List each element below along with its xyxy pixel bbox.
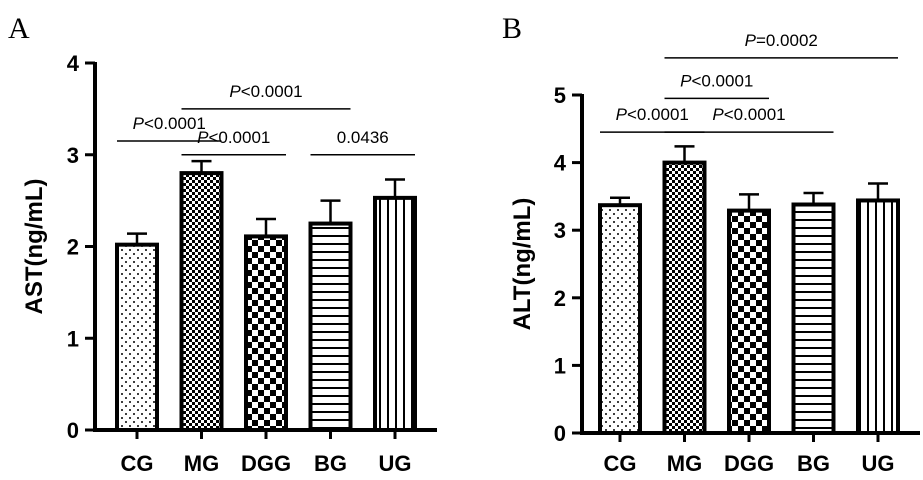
category-label: DGG bbox=[241, 451, 291, 476]
panel-b-letter: B bbox=[502, 12, 522, 45]
significance-label: P<0.0001 bbox=[197, 128, 270, 147]
category-label: BG bbox=[314, 451, 347, 476]
y-tick-label: 3 bbox=[67, 143, 79, 168]
y-tick-label: 3 bbox=[554, 218, 566, 243]
category-label: UG bbox=[862, 451, 895, 476]
y-tick-label: 2 bbox=[67, 235, 79, 260]
category-label: DGG bbox=[724, 451, 774, 476]
panel-a-letter: A bbox=[8, 12, 30, 45]
y-tick-label: 0 bbox=[554, 421, 566, 446]
bar-bg bbox=[791, 202, 836, 435]
significance-label: P<0.0001 bbox=[133, 114, 206, 133]
significance-label: P<0.0001 bbox=[229, 82, 302, 101]
y-tick-label: 5 bbox=[554, 83, 566, 108]
significance-label: P<0.0001 bbox=[616, 105, 689, 124]
category-label: MG bbox=[667, 451, 702, 476]
category-label: BG bbox=[797, 451, 830, 476]
category-label: CG bbox=[121, 451, 154, 476]
panel-b: 0 1 2 3 4 5 ALT(ng/mL) CG MG DGG BG UG P<0.0001 P<0.0… bbox=[509, 31, 920, 476]
bar-mg bbox=[662, 160, 707, 435]
y-tick-label: 0 bbox=[67, 418, 79, 443]
bar-bg bbox=[308, 221, 353, 432]
category-label: MG bbox=[184, 451, 219, 476]
bar-cg bbox=[598, 203, 642, 435]
y-axis-title: AST(ng/mL) bbox=[21, 179, 48, 315]
bar-dgg bbox=[244, 234, 288, 432]
bar-dgg bbox=[727, 208, 771, 435]
y-tick-label: 4 bbox=[67, 51, 80, 76]
significance-label: P<0.0001 bbox=[712, 105, 785, 124]
significance-label: P=0.0002 bbox=[745, 31, 818, 50]
significance-label: 0.0436 bbox=[337, 128, 389, 147]
significance-label: P<0.0001 bbox=[680, 71, 753, 90]
bar-mg bbox=[179, 171, 224, 432]
y-tick-label: 4 bbox=[554, 151, 567, 176]
bar-cg bbox=[115, 242, 159, 432]
y-axis-title: ALT(ng/mL) bbox=[509, 198, 536, 331]
y-tick-label: 2 bbox=[554, 286, 566, 311]
category-label: CG bbox=[604, 451, 637, 476]
y-tick-label: 1 bbox=[554, 353, 566, 378]
category-label: UG bbox=[379, 451, 412, 476]
bar-ug bbox=[373, 195, 417, 432]
y-tick-label: 1 bbox=[67, 326, 79, 351]
bar-ug bbox=[856, 198, 900, 435]
